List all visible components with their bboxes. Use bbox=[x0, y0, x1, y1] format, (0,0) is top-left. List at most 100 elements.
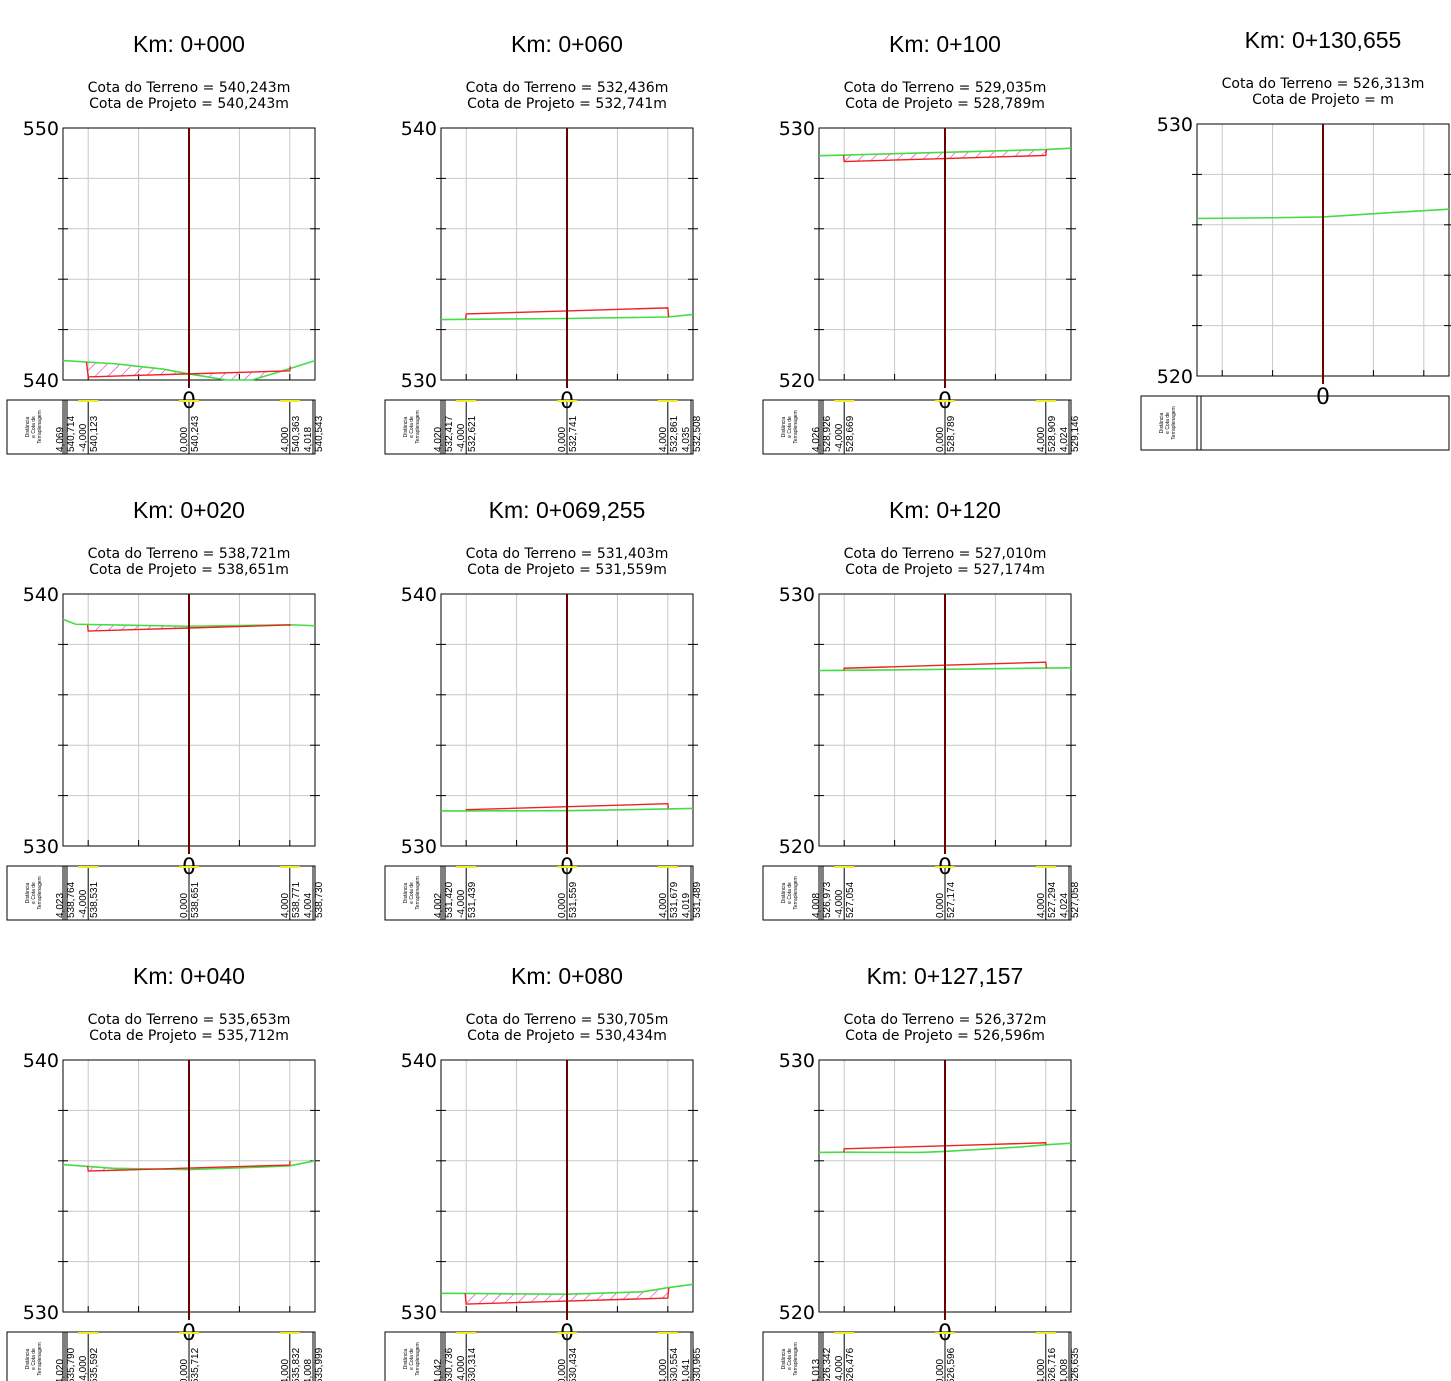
table-distance: -4,000 bbox=[456, 889, 467, 918]
table-legend-label: Distância bbox=[403, 1349, 409, 1370]
table-elevation: 540,243 bbox=[190, 415, 201, 452]
cota-projeto: Cota de Projeto = 528,789m bbox=[845, 96, 1045, 112]
section-panel: Km: 0+020 Cota do Terreno = 538,721mCota … bbox=[6, 497, 325, 921]
cota-projeto: Cota de Projeto = 531,559m bbox=[467, 562, 667, 578]
table-elevation: 528,926 bbox=[822, 415, 833, 452]
table-distance: 4,024 bbox=[1059, 893, 1070, 918]
section-panel: Km: 0+000 Cota do Terreno = 540,243mCota … bbox=[6, 31, 325, 455]
table-distance: -4,000 bbox=[834, 889, 845, 918]
table-distance: 4,000 bbox=[280, 893, 291, 918]
table-distance: 0,000 bbox=[179, 893, 190, 918]
table-elevation: 538,651 bbox=[190, 881, 201, 918]
table-frame bbox=[762, 399, 1072, 455]
table-distance: -4,000 bbox=[834, 423, 845, 452]
section-title: Km: 0+127,157 bbox=[867, 963, 1024, 989]
table-distance: 4,000 bbox=[658, 1359, 669, 1381]
table-elevation: 526,342 bbox=[822, 1347, 833, 1381]
table-elevation: 530,736 bbox=[444, 1347, 455, 1381]
table-distance: 4,000 bbox=[280, 427, 291, 452]
y-label-bottom: 520 bbox=[779, 1302, 815, 1324]
table-elevation: 526,716 bbox=[1047, 1347, 1058, 1381]
cota-projeto: Cota de Projeto = 530,434m bbox=[467, 1028, 667, 1044]
table-elevation: 526,973 bbox=[822, 881, 833, 918]
table-legend-label: Distância bbox=[781, 883, 787, 904]
cota-projeto: Cota de Projeto = 538,651m bbox=[89, 562, 289, 578]
table-elevation: 535,832 bbox=[291, 1347, 302, 1381]
section-panel: Km: 0+100 Cota do Terreno = 529,035mCota … bbox=[762, 31, 1081, 455]
table-legend-label: Terraplenagem bbox=[415, 410, 421, 443]
y-label-bottom: 540 bbox=[23, 370, 59, 392]
table-frame bbox=[6, 865, 316, 921]
table-legend-label: Terraplenagem bbox=[793, 1342, 799, 1375]
cota-projeto: Cota de Projeto = m bbox=[1252, 92, 1394, 108]
table-distance: 4,008 bbox=[303, 1359, 314, 1381]
table-distance: 4,020 bbox=[55, 1359, 66, 1381]
y-label-top: 540 bbox=[401, 1050, 437, 1072]
table-distance: 0,000 bbox=[935, 427, 946, 452]
table-elevation: 532,741 bbox=[568, 415, 579, 452]
section-panel: Km: 0+060 Cota do Terreno = 532,436mCota … bbox=[384, 31, 703, 455]
y-label-bottom: 520 bbox=[1157, 366, 1193, 388]
table-elevation: 540,543 bbox=[314, 415, 325, 452]
table-legend-label: Terraplenagem bbox=[415, 876, 421, 909]
y-label-bottom: 530 bbox=[23, 836, 59, 858]
table-legend-label: e Cota de bbox=[31, 1348, 37, 1370]
table-elevation: 530,434 bbox=[568, 1347, 579, 1381]
y-label-top: 540 bbox=[401, 118, 437, 140]
table-elevation: 528,789 bbox=[946, 415, 957, 452]
table-legend-label: Terraplenagem bbox=[793, 876, 799, 909]
y-label-bottom: 520 bbox=[779, 370, 815, 392]
table-legend-label: Distância bbox=[25, 417, 31, 438]
table-distance: 4,000 bbox=[1036, 893, 1047, 918]
y-label-bottom: 520 bbox=[779, 836, 815, 858]
section-title: Km: 0+120 bbox=[889, 497, 1001, 523]
table-distance: 4,000 bbox=[658, 893, 669, 918]
table-distance: 4,069 bbox=[55, 427, 66, 452]
table-distance: 0,000 bbox=[935, 1359, 946, 1381]
table-distance: 4,024 bbox=[1059, 427, 1070, 452]
table-legend-label: e Cota de bbox=[409, 882, 415, 904]
table-elevation: 530,554 bbox=[669, 1347, 680, 1381]
table-distance: 4,004 bbox=[303, 893, 314, 918]
table-distance: 4,018 bbox=[303, 427, 314, 452]
terrain-line bbox=[818, 667, 1072, 672]
y-label-bottom: 530 bbox=[401, 370, 437, 392]
y-label-top: 530 bbox=[779, 118, 815, 140]
axis-zero-label: 0 bbox=[1316, 385, 1330, 410]
terrain-line bbox=[62, 1160, 316, 1171]
table-frame bbox=[762, 865, 1072, 921]
table-elevation: 526,596 bbox=[946, 1347, 957, 1381]
table-legend-label: e Cota de bbox=[31, 416, 37, 438]
table-distance: -4,000 bbox=[456, 1355, 467, 1381]
table-elevation: 540,363 bbox=[291, 415, 302, 452]
section-panel: Km: 0+040 Cota do Terreno = 535,653mCota … bbox=[6, 963, 325, 1381]
table-elevation: 531,489 bbox=[692, 881, 703, 918]
table-distance: 0,000 bbox=[557, 893, 568, 918]
y-label-top: 530 bbox=[779, 584, 815, 606]
table-distance: 4,013 bbox=[811, 1359, 822, 1381]
table-elevation: 526,476 bbox=[845, 1347, 856, 1381]
table-elevation: 532,621 bbox=[467, 415, 478, 452]
table-distance: 4,000 bbox=[1036, 427, 1047, 452]
cota-terreno: Cota do Terreno = 527,010m bbox=[844, 546, 1047, 562]
table-distance: -4,000 bbox=[78, 1355, 89, 1381]
table-distance: 0,000 bbox=[557, 1359, 568, 1381]
table-elevation: 532,861 bbox=[669, 415, 680, 452]
table-elevation: 538,771 bbox=[291, 881, 302, 918]
terrain-line bbox=[440, 807, 694, 812]
cota-terreno: Cota do Terreno = 532,436m bbox=[466, 80, 669, 96]
table-legend-label: Terraplenagem bbox=[37, 1342, 43, 1375]
table-distance: -4,000 bbox=[78, 889, 89, 918]
section-title: Km: 0+069,255 bbox=[489, 497, 646, 523]
table-elevation: 535,712 bbox=[190, 1347, 201, 1381]
table-distance: 4,008 bbox=[1059, 1359, 1070, 1381]
table-legend-label: e Cota de bbox=[787, 1348, 793, 1370]
table-legend-label: Distância bbox=[781, 1349, 787, 1370]
table-distance: 0,000 bbox=[179, 1359, 190, 1381]
section-title: Km: 0+040 bbox=[133, 963, 245, 989]
cota-projeto: Cota de Projeto = 535,712m bbox=[89, 1028, 289, 1044]
table-distance: 4,041 bbox=[681, 1359, 692, 1381]
table-legend-label: Terraplenagem bbox=[415, 1342, 421, 1375]
